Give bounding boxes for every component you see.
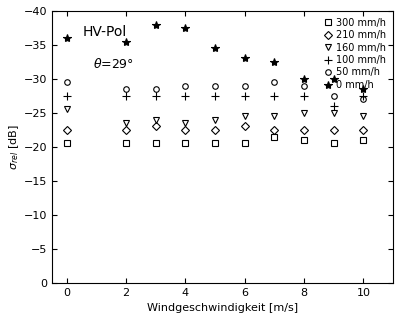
Text: $\theta$=29$°$: $\theta$=29$°$	[93, 57, 134, 71]
X-axis label: Windgeschwindigkeit [m/s]: Windgeschwindigkeit [m/s]	[147, 303, 298, 313]
Legend: 300 mm/h, 210 mm/h, 160 mm/h, 100 mm/h, 50 mm/h, 0 mm/h: 300 mm/h, 210 mm/h, 160 mm/h, 100 mm/h, …	[322, 16, 388, 92]
Y-axis label: $\sigma_{rel}$ [dB]: $\sigma_{rel}$ [dB]	[7, 124, 21, 170]
Text: HV-Pol: HV-Pol	[83, 25, 127, 38]
